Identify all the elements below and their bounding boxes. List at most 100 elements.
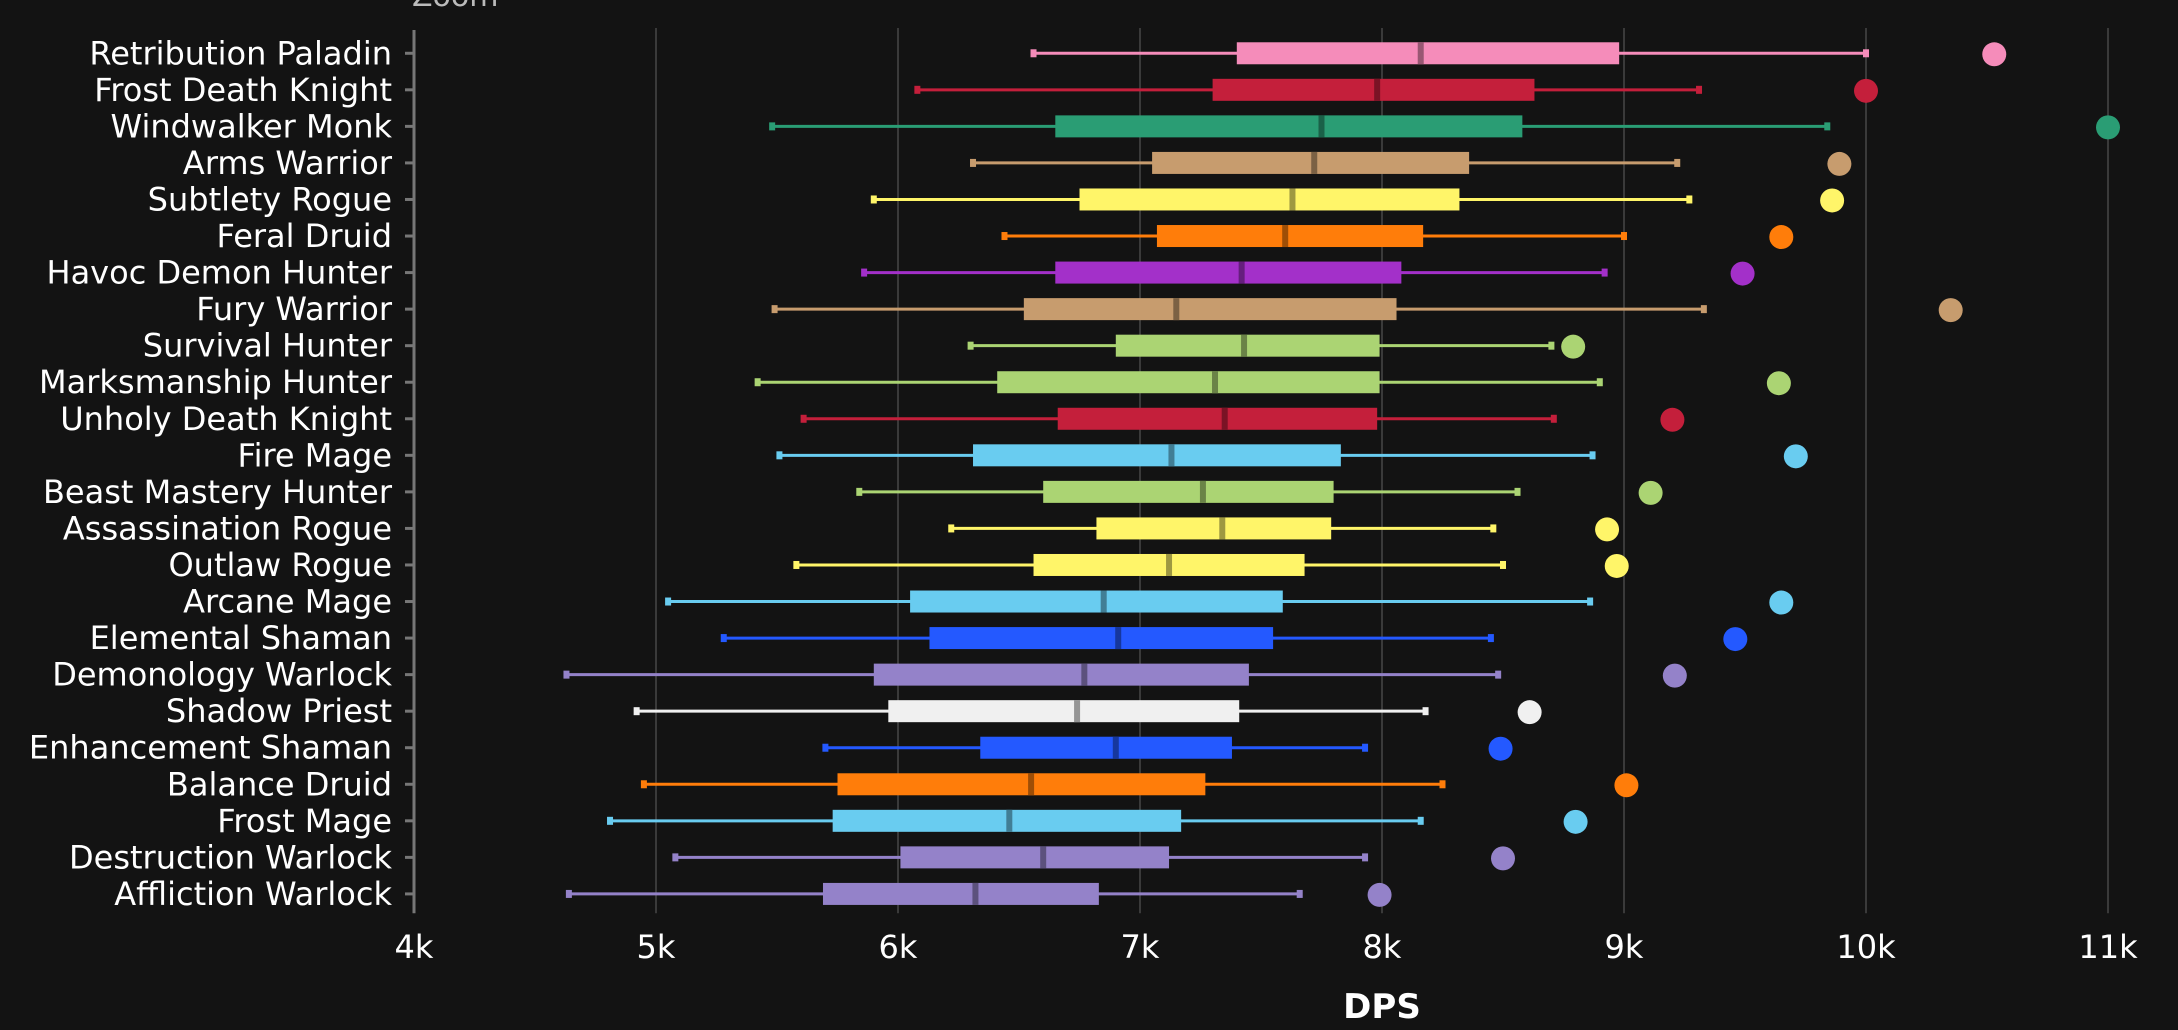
- iqr-box: [837, 773, 1206, 796]
- y-category-label: Subtlety Rogue: [148, 180, 392, 218]
- iqr-box: [1156, 225, 1424, 248]
- outlier-point: [1854, 78, 1878, 103]
- outlier-point: [1769, 225, 1794, 250]
- y-category-label: Arms Warrior: [183, 144, 393, 182]
- box-row[interactable]: [607, 809, 1588, 834]
- box-row[interactable]: [1001, 225, 1794, 250]
- whisker-max-cap: [1686, 195, 1693, 204]
- median-marker: [1166, 553, 1173, 576]
- box-row[interactable]: [914, 78, 1878, 103]
- whisker-min-cap: [861, 268, 868, 277]
- outlier-point: [2096, 115, 2120, 140]
- iqr-box: [1057, 407, 1378, 430]
- median-marker: [1100, 590, 1107, 613]
- iqr-box: [1152, 151, 1470, 174]
- median-marker: [1081, 663, 1088, 686]
- iqr-box: [1055, 115, 1523, 138]
- whisker-max-cap: [1495, 670, 1502, 679]
- box-row[interactable]: [754, 371, 1791, 396]
- x-axis-title: DPS: [1343, 987, 1421, 1027]
- whisker-min-cap: [633, 707, 640, 716]
- box-row[interactable]: [563, 663, 1687, 688]
- median-marker: [1374, 78, 1381, 101]
- whisker-min-cap: [720, 634, 727, 643]
- x-axis: 4k 5k 6k 7k 8k 9k 10k 11k: [395, 928, 2139, 966]
- whisker-max-cap: [1296, 889, 1303, 898]
- box-row[interactable]: [771, 298, 1963, 323]
- iqr-box: [822, 882, 1099, 905]
- whisker-max-cap: [1700, 305, 1707, 314]
- box-row[interactable]: [672, 846, 1515, 871]
- median-marker: [1311, 151, 1318, 174]
- outlier-point: [1769, 590, 1794, 615]
- box-row[interactable]: [793, 553, 1629, 578]
- iqr-box: [997, 371, 1380, 394]
- whisker-max-cap: [1863, 49, 1869, 58]
- x-tick-label: 7k: [1121, 928, 1160, 966]
- y-category-label: Arcane Mage: [183, 583, 392, 621]
- box-row[interactable]: [720, 627, 1748, 652]
- box-row[interactable]: [800, 407, 1685, 432]
- box-row[interactable]: [565, 882, 1392, 907]
- y-category-label: Havoc Demon Hunter: [47, 254, 393, 292]
- median-marker: [1417, 42, 1424, 65]
- x-tick-label: 6k: [879, 928, 918, 966]
- median-marker: [1040, 846, 1047, 869]
- outlier-point: [1982, 42, 2007, 67]
- outlier-point: [1563, 809, 1588, 834]
- box-row[interactable]: [769, 115, 2120, 140]
- whisker-max-cap: [1601, 268, 1608, 277]
- box-row[interactable]: [665, 590, 1794, 615]
- box-row[interactable]: [870, 188, 1845, 213]
- whisker-max-cap: [1514, 487, 1521, 496]
- whisker-min-cap: [970, 158, 977, 167]
- box-row[interactable]: [822, 736, 1513, 761]
- outlier-point: [1820, 188, 1845, 213]
- y-category-label: Enhancement Shaman: [29, 729, 392, 767]
- median-marker: [1289, 188, 1296, 211]
- iqr-box: [1023, 298, 1397, 321]
- outlier-point: [1662, 663, 1687, 688]
- box-row[interactable]: [633, 700, 1542, 725]
- whisker-min-cap: [640, 780, 647, 789]
- iqr-box: [900, 846, 1170, 869]
- box-row[interactable]: [967, 334, 1586, 359]
- whisker-min-cap: [769, 122, 776, 131]
- box-row[interactable]: [861, 261, 1755, 286]
- y-category-label: Marksmanship Hunter: [39, 363, 393, 401]
- box-row[interactable]: [1030, 42, 2007, 67]
- box-row[interactable]: [856, 480, 1663, 505]
- box-row[interactable]: [948, 517, 1620, 542]
- box-row[interactable]: [776, 444, 1808, 469]
- median-marker: [1241, 334, 1248, 357]
- median-marker: [1074, 700, 1081, 723]
- whisker-max-cap: [1589, 451, 1596, 460]
- outlier-point: [1491, 846, 1515, 871]
- outlier-point: [1367, 882, 1392, 907]
- median-marker: [1238, 261, 1245, 284]
- iqr-box: [888, 700, 1240, 723]
- iqr-box: [873, 663, 1249, 686]
- zoom-label[interactable]: Zoom: [412, 0, 498, 14]
- median-marker: [1282, 225, 1289, 248]
- y-category-label: Beast Mastery Hunter: [43, 473, 393, 511]
- box-row[interactable]: [640, 773, 1639, 798]
- whisker-max-cap: [1674, 158, 1681, 167]
- y-category-label: Balance Druid: [167, 765, 392, 803]
- y-category-label: Fire Mage: [238, 436, 393, 474]
- whisker-min-cap: [776, 451, 783, 460]
- whisker-min-cap: [672, 853, 679, 862]
- whisker-min-cap: [822, 743, 829, 752]
- x-tick-label: 10k: [1836, 928, 1896, 966]
- whisker-max-cap: [1417, 816, 1424, 825]
- x-tick-label: 11k: [2078, 928, 2138, 966]
- box-row[interactable]: [970, 151, 1852, 176]
- whisker-min-cap: [800, 414, 807, 423]
- y-category-label: Destruction Warlock: [69, 838, 392, 876]
- iqr-box: [980, 736, 1232, 759]
- outlier-point: [1783, 444, 1808, 469]
- y-category-label: Shadow Priest: [166, 692, 392, 730]
- outlier-point: [1766, 371, 1791, 396]
- whisker-min-cap: [771, 305, 778, 314]
